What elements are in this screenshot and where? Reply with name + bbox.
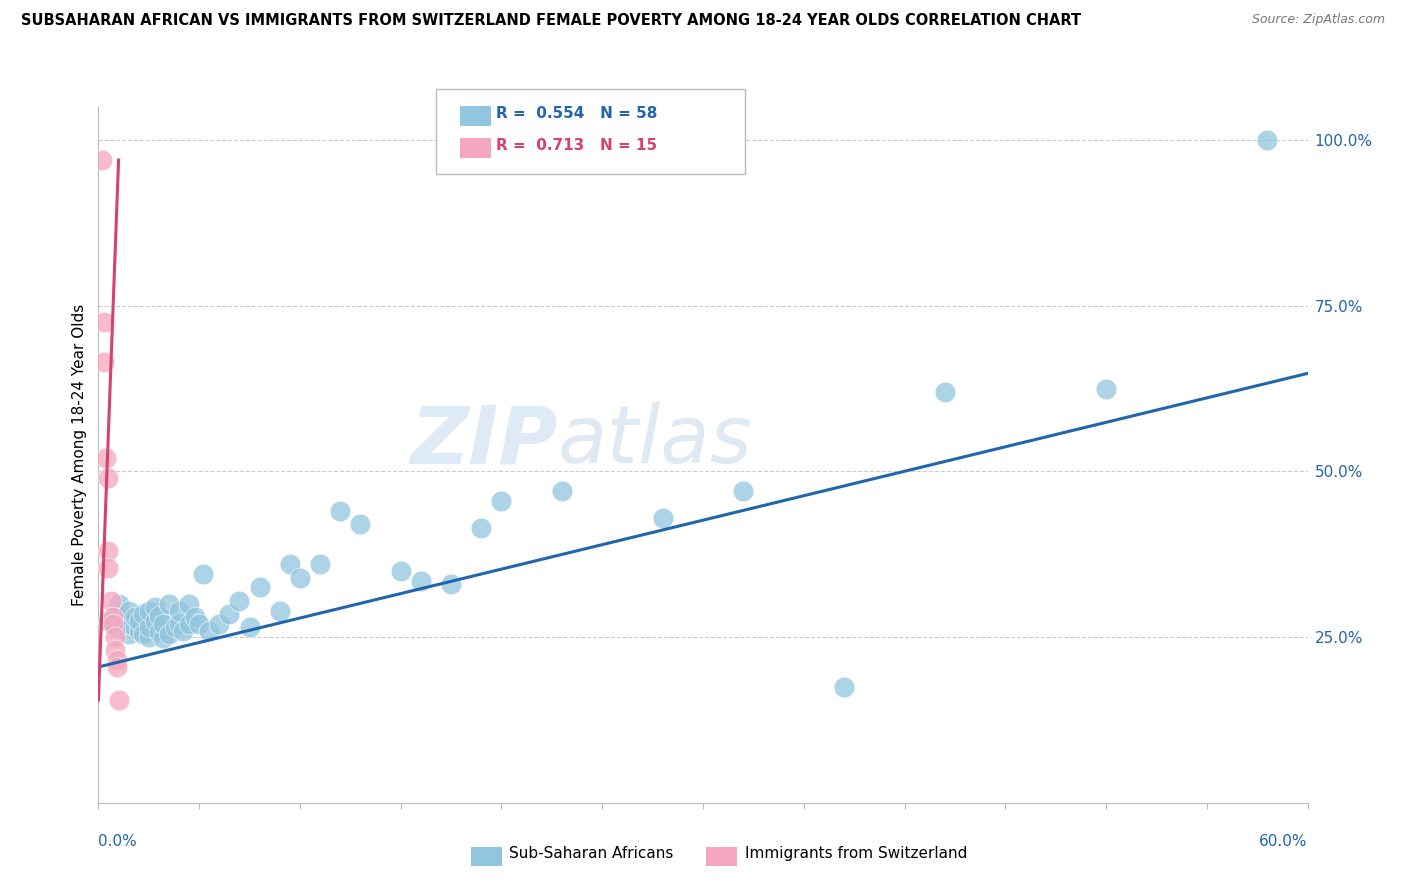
Point — [103, 643, 125, 657]
Point — [101, 610, 124, 624]
Point — [103, 630, 125, 644]
Text: Immigrants from Switzerland: Immigrants from Switzerland — [745, 847, 967, 861]
Point — [329, 504, 352, 518]
Point — [93, 355, 115, 369]
Point — [97, 614, 120, 628]
Point — [218, 607, 240, 621]
Text: ZIP: ZIP — [411, 402, 558, 480]
Point — [128, 614, 150, 628]
Point — [349, 517, 371, 532]
Point — [118, 616, 141, 631]
Point — [198, 624, 221, 638]
Point — [934, 384, 956, 399]
Text: SUBSAHARAN AFRICAN VS IMMIGRANTS FROM SWITZERLAND FEMALE POVERTY AMONG 18-24 YEA: SUBSAHARAN AFRICAN VS IMMIGRANTS FROM SW… — [21, 13, 1081, 29]
Point — [148, 609, 170, 624]
Point — [733, 484, 755, 499]
Point — [118, 604, 141, 618]
Text: R =  0.554   N = 58: R = 0.554 N = 58 — [496, 106, 658, 120]
Point — [440, 577, 463, 591]
Point — [101, 616, 124, 631]
Point — [1256, 133, 1278, 147]
Point — [91, 153, 114, 167]
Point — [132, 627, 155, 641]
Point — [97, 560, 120, 574]
Point — [132, 607, 155, 621]
Point — [208, 616, 231, 631]
Text: 0.0%: 0.0% — [98, 834, 138, 849]
Point — [118, 627, 141, 641]
Point — [107, 610, 129, 624]
Point — [167, 604, 190, 618]
Point — [152, 616, 174, 631]
Text: R =  0.713   N = 15: R = 0.713 N = 15 — [496, 138, 658, 153]
Point — [107, 693, 129, 707]
Point — [491, 494, 513, 508]
Point — [138, 620, 160, 634]
Point — [239, 620, 262, 634]
Point — [278, 558, 301, 572]
Point — [249, 581, 271, 595]
Point — [96, 451, 118, 466]
Point — [105, 660, 128, 674]
Point — [138, 604, 160, 618]
Point — [409, 574, 432, 588]
Point — [551, 484, 574, 499]
Point — [157, 597, 180, 611]
Point — [163, 620, 186, 634]
Point — [143, 614, 166, 628]
Point — [177, 597, 201, 611]
Point — [193, 567, 215, 582]
Point — [111, 616, 134, 631]
Point — [157, 627, 180, 641]
Point — [389, 564, 412, 578]
Point — [832, 680, 855, 694]
Point — [97, 471, 120, 485]
Point — [152, 632, 174, 646]
Point — [148, 624, 170, 639]
Point — [97, 544, 120, 558]
Y-axis label: Female Poverty Among 18-24 Year Olds: Female Poverty Among 18-24 Year Olds — [72, 304, 87, 606]
Point — [228, 593, 250, 607]
Point — [309, 558, 332, 572]
Point — [184, 610, 207, 624]
Text: atlas: atlas — [558, 402, 752, 480]
Point — [128, 624, 150, 638]
Point — [651, 511, 673, 525]
Point — [107, 597, 129, 611]
Point — [167, 616, 190, 631]
Point — [288, 570, 311, 584]
Point — [188, 616, 211, 631]
Point — [269, 604, 291, 618]
Point — [143, 600, 166, 615]
Text: 60.0%: 60.0% — [1260, 834, 1308, 849]
Point — [103, 620, 125, 634]
Point — [124, 620, 146, 634]
Point — [93, 315, 115, 329]
Text: Sub-Saharan Africans: Sub-Saharan Africans — [509, 847, 673, 861]
Point — [100, 593, 122, 607]
Point — [470, 521, 492, 535]
Point — [1095, 382, 1118, 396]
Point — [172, 624, 194, 638]
Point — [105, 653, 128, 667]
Point — [177, 616, 201, 631]
Point — [124, 610, 146, 624]
Text: Source: ZipAtlas.com: Source: ZipAtlas.com — [1251, 13, 1385, 27]
Point — [138, 630, 160, 644]
